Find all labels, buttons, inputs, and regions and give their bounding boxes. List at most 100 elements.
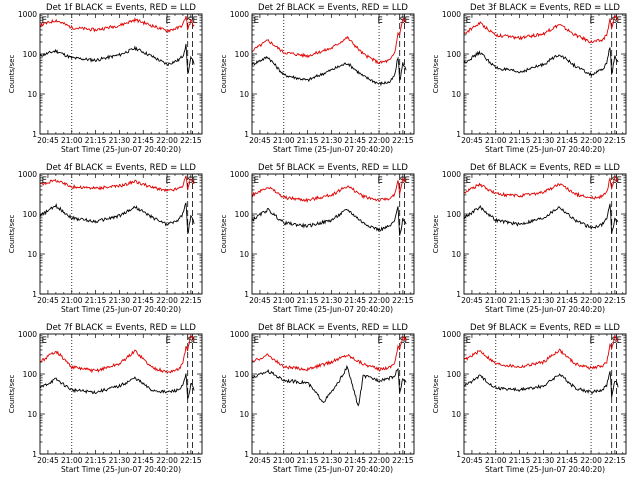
marker-letter: S [188, 336, 193, 346]
y-axis-label: Counts/sec [8, 55, 16, 94]
marker-letter: E [589, 336, 594, 346]
x-tick-label: 21:30 [321, 456, 343, 465]
events-series-line [39, 202, 195, 234]
x-tick-label: 22:00 [368, 136, 390, 145]
x-tick-label: 22:15 [604, 456, 626, 465]
x-tick-label: 20:45 [249, 296, 271, 305]
x-tick-label: 21:30 [321, 136, 343, 145]
y-tick-label: 10 [27, 250, 37, 259]
marker-letter: E [192, 336, 197, 346]
x-tick-label: 21:00 [273, 296, 295, 305]
y-tick-label: 10 [239, 250, 249, 259]
x-tick-label: 20:45 [249, 456, 271, 465]
y-tick-label: 1000 [18, 330, 37, 339]
plot-frame [39, 333, 203, 455]
y-tick-label: 1000 [18, 170, 37, 179]
x-tick-label: 21:00 [273, 136, 295, 145]
x-axis-label: Start Time (25-Jun-07 20:40:20) [485, 305, 605, 314]
x-tick-label: 21:45 [132, 136, 154, 145]
x-axis-label: Start Time (25-Jun-07 20:40:20) [61, 145, 181, 154]
plot-frame [463, 333, 627, 455]
x-tick-label: 20:45 [37, 296, 59, 305]
y-tick-label: 1000 [442, 330, 461, 339]
x-tick-label: 21:45 [132, 456, 154, 465]
events-series-line [463, 203, 619, 234]
marker-letter: E [377, 336, 382, 346]
lld-series-line [39, 175, 195, 193]
y-tick-label: 1000 [230, 170, 249, 179]
y-tick-label: 100 [447, 370, 462, 379]
x-tick-label: 21:30 [533, 136, 555, 145]
x-tick-label: 21:45 [344, 296, 366, 305]
panel-7: Det 7f BLACK = Events, RED = LLD 1 10 100 10… [8, 323, 203, 474]
panel-title: Det 9f BLACK = Events, RED = LLD [470, 323, 620, 333]
events-series-line [463, 47, 619, 78]
x-tick-label: 21:30 [109, 296, 131, 305]
x-tick-label: 22:00 [156, 456, 178, 465]
y-axis-label: Counts/sec [432, 375, 440, 414]
x-tick-label: 21:00 [485, 296, 507, 305]
y-tick-label: 10 [451, 250, 461, 259]
y-tick-label: 1000 [18, 10, 37, 19]
panel-title: Det 3f BLACK = Events, RED = LLD [470, 3, 620, 13]
marker-letter: E [42, 16, 47, 26]
marker-letter: S [612, 16, 617, 26]
x-tick-label: 22:15 [180, 296, 202, 305]
panel-4: Det 4f BLACK = Events, RED = LLD 1 10 100 10… [8, 163, 203, 314]
y-axis-label: Counts/sec [8, 215, 16, 254]
lld-series-line [39, 15, 195, 33]
marker-letter: E [616, 336, 621, 346]
panel-1: Det 1f BLACK = Events, RED = LLD 1 10 100 10… [8, 3, 203, 154]
events-series-line [251, 206, 407, 236]
x-tick-label: 20:45 [37, 136, 59, 145]
x-tick-label: 21:00 [61, 296, 83, 305]
x-tick-label: 21:00 [61, 456, 83, 465]
y-tick-label: 100 [447, 50, 462, 59]
panel-9: Det 9f BLACK = Events, RED = LLD 1 10 100 10… [432, 323, 627, 474]
panel-title: Det 5f BLACK = Events, RED = LLD [258, 163, 408, 173]
marker-letter: E [165, 176, 170, 186]
y-tick-label: 10 [451, 90, 461, 99]
y-tick-label: 100 [23, 50, 38, 59]
marker-letter: E [466, 176, 471, 186]
x-tick-label: 20:45 [461, 296, 483, 305]
x-axis-label: Start Time (25-Jun-07 20:40:20) [61, 305, 181, 314]
x-tick-label: 20:45 [461, 456, 483, 465]
y-tick-label: 100 [447, 210, 462, 219]
y-tick-label: 1 [32, 290, 37, 299]
x-tick-label: 22:00 [156, 136, 178, 145]
x-tick-label: 21:15 [509, 136, 531, 145]
marker-letter: E [377, 16, 382, 26]
x-tick-label: 22:15 [604, 136, 626, 145]
marker-letter: E [192, 16, 197, 26]
x-axis-label: Start Time (25-Jun-07 20:40:20) [273, 465, 393, 474]
y-tick-label: 100 [23, 210, 38, 219]
x-tick-label: 21:15 [85, 296, 107, 305]
y-tick-label: 10 [451, 410, 461, 419]
y-tick-label: 1 [244, 450, 249, 459]
x-tick-label: 22:15 [392, 136, 414, 145]
x-tick-label: 21:15 [297, 296, 319, 305]
lld-series-line [251, 177, 407, 204]
y-tick-label: 1000 [442, 170, 461, 179]
x-tick-label: 20:45 [249, 136, 271, 145]
x-tick-label: 21:00 [61, 136, 83, 145]
y-axis-label: Counts/sec [8, 375, 16, 414]
panel-5: Det 5f BLACK = Events, RED = LLD 1 10 100 10… [220, 163, 415, 314]
marker-letter: E [466, 336, 471, 346]
marker-letter: E [616, 176, 621, 186]
x-tick-label: 21:30 [109, 456, 131, 465]
panel-title: Det 7f BLACK = Events, RED = LLD [46, 323, 196, 333]
x-axis-label: Start Time (25-Jun-07 20:40:20) [485, 465, 605, 474]
marker-letter: E [254, 16, 259, 26]
x-tick-label: 22:00 [368, 296, 390, 305]
marker-letter: E [404, 176, 409, 186]
panel-title: Det 8f BLACK = Events, RED = LLD [258, 323, 408, 333]
x-tick-label: 21:30 [321, 296, 343, 305]
y-axis-label: Counts/sec [220, 55, 228, 94]
y-tick-label: 1 [456, 130, 461, 139]
x-tick-label: 22:00 [580, 296, 602, 305]
marker-letter: E [42, 176, 47, 186]
